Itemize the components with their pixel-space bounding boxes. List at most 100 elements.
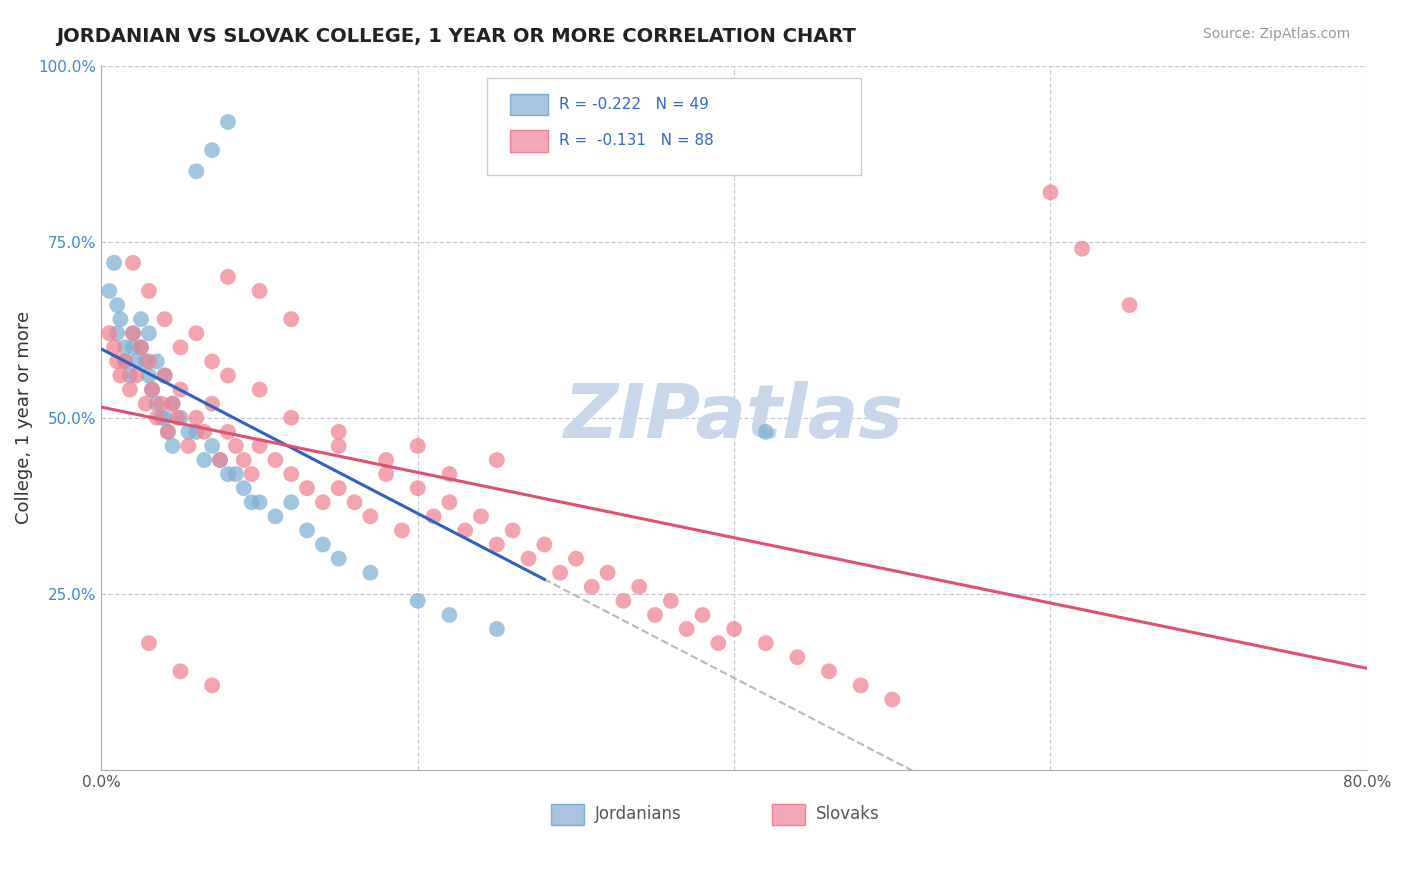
Point — [114, 354, 136, 368]
FancyBboxPatch shape — [510, 94, 548, 115]
Point — [153, 368, 176, 383]
Point — [138, 284, 160, 298]
Point — [818, 665, 841, 679]
Point — [122, 256, 145, 270]
Point — [162, 397, 184, 411]
Point — [375, 453, 398, 467]
Point — [169, 410, 191, 425]
Point — [328, 481, 350, 495]
Point — [1039, 186, 1062, 200]
Point — [485, 622, 508, 636]
Point — [391, 524, 413, 538]
Point — [612, 594, 634, 608]
Point — [146, 397, 169, 411]
Point — [98, 284, 121, 298]
Point — [217, 425, 239, 439]
Point — [193, 453, 215, 467]
Point — [209, 453, 232, 467]
Point — [122, 326, 145, 341]
Point — [162, 439, 184, 453]
Point — [232, 481, 254, 495]
Point — [375, 467, 398, 481]
FancyBboxPatch shape — [772, 804, 806, 825]
Point — [138, 368, 160, 383]
Point — [209, 453, 232, 467]
Text: ZIPatlas: ZIPatlas — [564, 381, 904, 454]
Point — [328, 551, 350, 566]
Point — [177, 439, 200, 453]
Point — [225, 467, 247, 481]
Point — [118, 368, 141, 383]
Point — [328, 439, 350, 453]
Point — [280, 495, 302, 509]
Point — [186, 425, 208, 439]
Point — [138, 326, 160, 341]
Point — [186, 326, 208, 341]
Point — [186, 410, 208, 425]
Point — [596, 566, 619, 580]
Point — [177, 425, 200, 439]
Point — [146, 410, 169, 425]
Point — [201, 439, 224, 453]
Point — [169, 383, 191, 397]
Point — [201, 397, 224, 411]
Point — [548, 566, 571, 580]
Point — [565, 551, 588, 566]
Point — [217, 269, 239, 284]
Point — [193, 425, 215, 439]
Point — [201, 678, 224, 692]
Point — [312, 495, 335, 509]
Point — [153, 312, 176, 326]
Point — [135, 354, 157, 368]
Point — [295, 524, 318, 538]
Point — [295, 481, 318, 495]
Point — [723, 622, 745, 636]
Point — [485, 537, 508, 551]
Point — [150, 397, 173, 411]
Point — [422, 509, 444, 524]
Point — [849, 678, 872, 692]
Point — [264, 453, 287, 467]
Point — [125, 354, 148, 368]
Point — [156, 425, 179, 439]
Point — [110, 368, 132, 383]
Point — [153, 368, 176, 383]
Point — [359, 566, 381, 580]
Point — [249, 284, 271, 298]
Point — [225, 439, 247, 453]
Point — [169, 340, 191, 354]
Point — [485, 453, 508, 467]
Point — [249, 383, 271, 397]
Point — [129, 340, 152, 354]
Point — [232, 453, 254, 467]
Point — [240, 467, 263, 481]
Point — [406, 594, 429, 608]
Point — [103, 340, 125, 354]
Point — [439, 607, 461, 622]
Point — [153, 410, 176, 425]
Point — [343, 495, 366, 509]
Point — [280, 312, 302, 326]
Point — [1118, 298, 1140, 312]
Point — [217, 467, 239, 481]
Text: Jordanians: Jordanians — [595, 805, 682, 823]
Text: R =  -0.131   N = 88: R = -0.131 N = 88 — [560, 134, 714, 148]
Point — [201, 354, 224, 368]
Point — [882, 692, 904, 706]
Point — [280, 410, 302, 425]
Point — [359, 509, 381, 524]
Point — [135, 397, 157, 411]
Point — [217, 368, 239, 383]
Point — [201, 143, 224, 157]
Point — [312, 537, 335, 551]
Point — [675, 622, 697, 636]
Point — [122, 326, 145, 341]
Point — [454, 524, 477, 538]
Point — [755, 636, 778, 650]
Point — [138, 636, 160, 650]
Point — [129, 312, 152, 326]
FancyBboxPatch shape — [551, 804, 583, 825]
Point — [146, 354, 169, 368]
Text: JORDANIAN VS SLOVAK COLLEGE, 1 YEAR OR MORE CORRELATION CHART: JORDANIAN VS SLOVAK COLLEGE, 1 YEAR OR M… — [56, 27, 856, 45]
Point — [533, 537, 555, 551]
